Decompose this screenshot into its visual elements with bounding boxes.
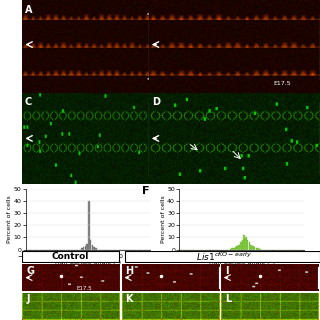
Bar [233, 248, 235, 250]
Bar [259, 249, 260, 250]
Bar [245, 237, 247, 250]
Bar [231, 248, 233, 250]
Text: D: D [152, 97, 160, 108]
Bar [229, 249, 231, 250]
Y-axis label: Percent of cells: Percent of cells [161, 195, 166, 243]
Bar [92, 245, 93, 250]
Bar [238, 245, 240, 250]
Text: A: A [25, 4, 32, 15]
Text: J: J [26, 294, 30, 304]
Text: H: H [125, 266, 134, 276]
Bar [124, 252, 320, 262]
Bar [22, 252, 119, 262]
Bar [81, 248, 83, 250]
Bar [235, 247, 236, 250]
Text: $\it{Lis1}^{\it{cKO-early}}$: $\it{Lis1}^{\it{cKO-early}}$ [196, 250, 252, 262]
Bar [90, 240, 92, 250]
Bar [254, 247, 255, 250]
Text: G: G [26, 266, 34, 276]
Text: E17.5: E17.5 [76, 285, 92, 291]
Bar [240, 242, 242, 250]
Bar [257, 248, 259, 250]
Bar [86, 244, 88, 250]
Text: L: L [225, 294, 231, 304]
Bar [236, 246, 238, 250]
Text: Control: Control [52, 252, 89, 261]
Text: Zac1 / Dvl2: Zac1 / Dvl2 [9, 273, 14, 301]
X-axis label: Hair bundle angle (°): Hair bundle angle (°) [209, 260, 275, 265]
Bar [249, 242, 250, 250]
Bar [250, 245, 252, 250]
Text: F: F [142, 186, 149, 196]
Bar [83, 247, 84, 250]
Bar [88, 201, 90, 250]
Bar [247, 240, 249, 250]
Text: E17.5: E17.5 [274, 81, 292, 86]
Text: K: K [125, 294, 133, 304]
Bar [93, 247, 95, 250]
Bar [252, 246, 254, 250]
Text: C: C [25, 97, 32, 108]
Bar [95, 248, 97, 250]
Text: I: I [225, 266, 228, 276]
Bar [244, 235, 245, 250]
Y-axis label: Percent of cells: Percent of cells [7, 195, 12, 243]
X-axis label: Hair bundle angle (°): Hair bundle angle (°) [55, 260, 121, 265]
Text: α-tubulin / phallo: α-tubulin / phallo [9, 71, 14, 113]
Bar [84, 246, 86, 250]
Bar [242, 240, 243, 250]
Bar [255, 248, 257, 250]
